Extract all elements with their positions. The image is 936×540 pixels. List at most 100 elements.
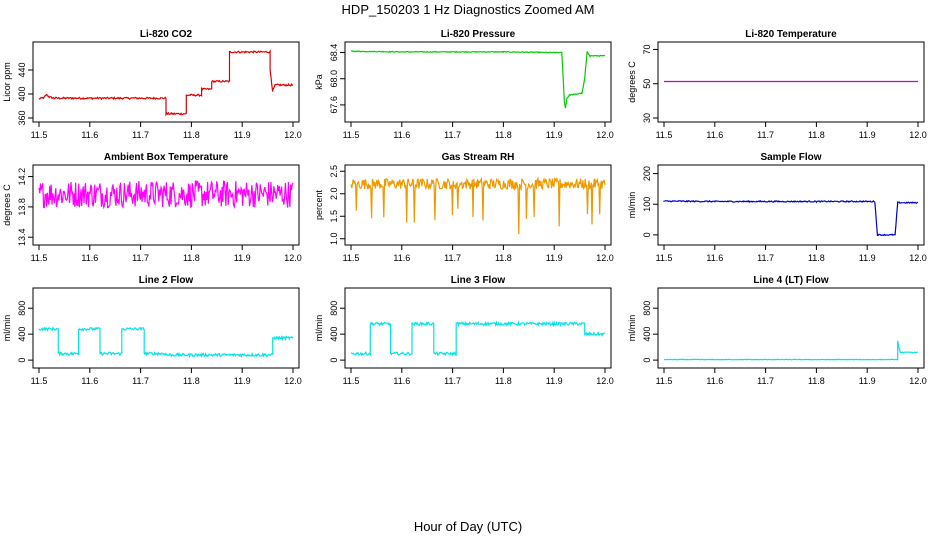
y-tick-label: 67.6 <box>329 96 339 114</box>
chart-panel: Sample Flow ml/min 11.5 11.6 11.7 11.8 11.9 12.… <box>627 152 927 263</box>
x-tick-label: 12.0 <box>909 253 927 263</box>
y-axis-label: Licor ppm <box>2 62 12 102</box>
x-tick-label: 12.0 <box>596 130 614 140</box>
y-tick-label: 50 <box>642 79 652 89</box>
x-tick-label: 11.8 <box>495 130 512 140</box>
x-tick-label: 12.0 <box>284 253 302 263</box>
y-tick-label: 1.5 <box>329 210 339 223</box>
x-tick-label: 11.5 <box>343 376 360 386</box>
x-tick-label: 11.8 <box>183 130 200 140</box>
chart-main-title: HDP_150203 1 Hz Diagnostics Zoomed AM <box>342 2 595 17</box>
x-tick-label: 11.7 <box>757 253 774 263</box>
x-tick-label: 12.0 <box>909 130 927 140</box>
y-tick-label: 400 <box>642 327 652 342</box>
plot-frame <box>32 164 300 246</box>
x-tick-label: 11.7 <box>444 376 461 386</box>
x-tick-label: 12.0 <box>596 253 614 263</box>
data-series-line <box>663 199 919 237</box>
y-tick-label: 400 <box>329 327 339 342</box>
x-tick-label: 11.8 <box>808 130 825 140</box>
y-tick-label: 68.0 <box>329 70 339 88</box>
plot-frame <box>32 287 300 369</box>
y-tick-label: 30 <box>642 113 652 123</box>
panel-title: Line 4 (LT) Flow <box>753 275 829 286</box>
chart-panel: Line 2 Flow ml/min 11.5 11.6 11.7 11.8 11.9 12.… <box>2 275 302 386</box>
y-axis-label: degrees C <box>627 61 637 103</box>
data-series-line <box>350 320 606 357</box>
x-tick-label: 11.8 <box>183 253 200 263</box>
y-tick-label: 0 <box>642 232 652 237</box>
panel-title: Line 3 Flow <box>451 275 506 286</box>
y-tick-label: 800 <box>329 301 339 316</box>
y-tick-label: 70 <box>642 44 652 54</box>
x-tick-label: 11.6 <box>393 130 410 140</box>
x-tick-label: 11.9 <box>859 253 876 263</box>
x-tick-label: 11.8 <box>183 376 200 386</box>
x-tick-label: 11.9 <box>234 376 251 386</box>
x-tick-label: 11.7 <box>132 130 149 140</box>
chart-panel: Li-820 Temperature degrees C 11.5 11.6 11.7 1… <box>627 29 927 140</box>
y-tick-label: 13.8 <box>17 198 27 216</box>
chart-panel: Li-820 Pressure kPa 11.5 11.6 11.7 11.8 11.9 12… <box>314 29 614 140</box>
y-tick-label: 0 <box>329 358 339 363</box>
y-tick-label: 68.4 <box>329 44 339 62</box>
x-tick-label: 11.6 <box>706 253 723 263</box>
panel-title: Li-820 Pressure <box>441 29 516 40</box>
panel-title: Li-820 CO2 <box>140 29 193 40</box>
x-tick-label: 11.5 <box>31 376 48 386</box>
x-tick-label: 11.6 <box>81 376 98 386</box>
x-axis-label: Hour of Day (UTC) <box>414 519 522 534</box>
panel-title: Sample Flow <box>760 152 821 163</box>
x-tick-label: 11.6 <box>81 130 98 140</box>
x-tick-label: 11.9 <box>234 253 251 263</box>
y-tick-label: 100 <box>642 197 652 212</box>
chart-panel: Line 3 Flow ml/min 11.5 11.6 11.7 11.8 11.9 12.… <box>314 275 614 386</box>
plot-frame <box>344 287 612 369</box>
x-tick-label: 11.5 <box>656 130 673 140</box>
plot-frame <box>344 41 612 123</box>
y-axis-label: ml/min <box>627 315 637 342</box>
y-tick-label: 2.5 <box>329 165 339 178</box>
plot-frame <box>657 287 925 369</box>
x-tick-label: 11.7 <box>757 376 774 386</box>
y-axis-label: ml/min <box>314 315 324 342</box>
data-series-line <box>350 50 606 109</box>
x-tick-label: 11.6 <box>393 376 410 386</box>
x-tick-label: 11.6 <box>81 253 98 263</box>
y-axis-label: kPa <box>314 74 324 90</box>
y-tick-label: 14.2 <box>17 168 27 186</box>
x-tick-label: 11.7 <box>444 130 461 140</box>
x-tick-label: 11.5 <box>656 376 673 386</box>
x-tick-label: 11.8 <box>495 253 512 263</box>
data-series-line <box>38 49 294 117</box>
chart-panel: Gas Stream RH percent 11.5 11.6 11.7 11.8 11.9… <box>314 152 614 263</box>
x-tick-label: 11.8 <box>808 376 825 386</box>
x-tick-label: 11.5 <box>343 253 360 263</box>
chart-panel: Ambient Box Temperature degrees C 11.5 11.6… <box>2 152 302 263</box>
y-tick-label: 2.0 <box>329 187 339 200</box>
x-tick-label: 11.7 <box>757 130 774 140</box>
y-tick-label: 800 <box>17 301 27 316</box>
y-tick-label: 13.4 <box>17 228 27 246</box>
x-tick-label: 11.7 <box>132 376 149 386</box>
x-tick-label: 11.5 <box>31 253 48 263</box>
plot-frame <box>32 41 300 123</box>
plot-frame <box>657 41 925 123</box>
panel-title: Ambient Box Temperature <box>104 152 229 163</box>
data-series-line <box>350 176 606 235</box>
plot-frame <box>657 164 925 246</box>
data-series-line <box>38 180 294 210</box>
y-tick-label: 400 <box>17 86 27 101</box>
y-tick-label: 400 <box>17 327 27 342</box>
x-tick-label: 11.7 <box>444 253 461 263</box>
x-tick-label: 11.6 <box>393 253 410 263</box>
y-axis-label: ml/min <box>2 315 12 342</box>
x-tick-label: 11.9 <box>859 130 876 140</box>
x-tick-label: 12.0 <box>284 376 302 386</box>
x-tick-label: 11.9 <box>546 376 563 386</box>
x-tick-label: 12.0 <box>284 130 302 140</box>
x-tick-label: 12.0 <box>596 376 614 386</box>
y-tick-label: 440 <box>17 62 27 77</box>
y-tick-label: 800 <box>642 301 652 316</box>
